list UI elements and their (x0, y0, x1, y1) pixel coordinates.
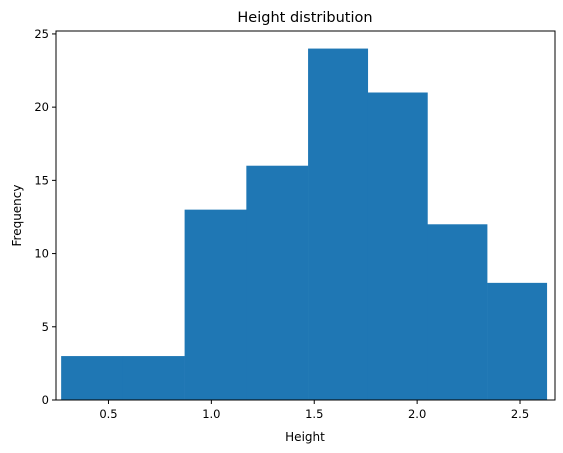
plot-area-frame (55, 30, 556, 401)
y-tick-label: 5 (42, 320, 49, 334)
histogram-bar (487, 282, 548, 400)
histogram-bar (427, 224, 488, 400)
y-axis-ticks: 0 5 10 15 20 25 (34, 27, 56, 407)
y-tick-label: 20 (34, 100, 49, 114)
x-tick-label: 2.5 (511, 407, 529, 421)
chart-title: Height distribution (237, 10, 372, 26)
x-axis-label: Height (285, 430, 325, 444)
y-axis-label: Frequency (10, 185, 24, 247)
y-tick-label: 10 (34, 247, 49, 261)
x-tick-label: 2.0 (408, 407, 426, 421)
axes-frame (55, 30, 556, 401)
x-tick-label: 1.5 (305, 407, 323, 421)
bars-group (61, 48, 548, 400)
x-tick-label: 1.0 (202, 407, 220, 421)
histogram-bar (184, 209, 247, 400)
y-tick-label: 0 (42, 393, 49, 407)
histogram-bar (308, 48, 369, 400)
x-tick-label: 0.5 (99, 407, 117, 421)
histogram-bar (61, 356, 124, 400)
y-tick-label: 15 (34, 173, 49, 187)
histogram-bar (246, 165, 309, 400)
y-tick-label: 25 (34, 27, 49, 41)
histogram-bar (122, 356, 185, 400)
histogram-bar (367, 92, 428, 400)
x-axis-ticks: 0.5 1.0 1.5 2.0 2.5 (99, 400, 529, 421)
